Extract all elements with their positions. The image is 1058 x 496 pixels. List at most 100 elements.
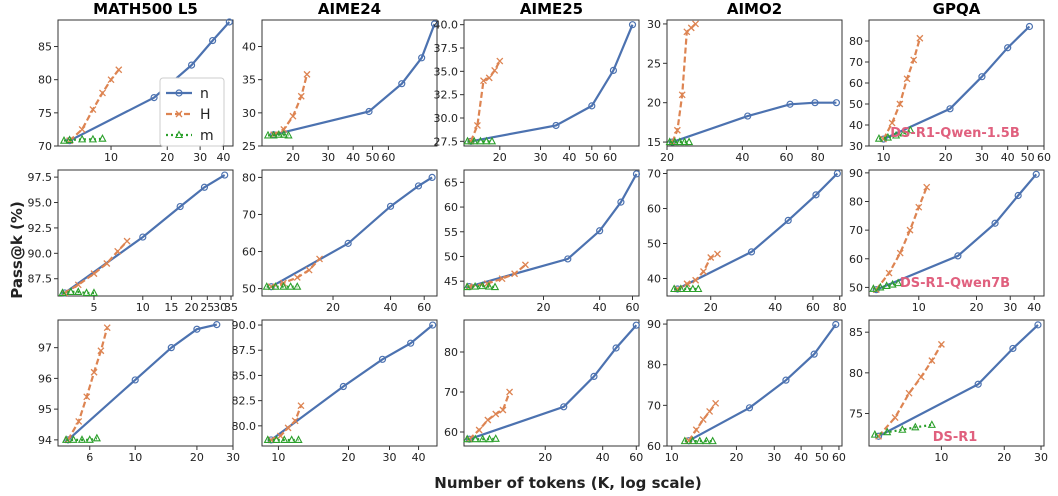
x-tick-label: 40 [216, 151, 230, 164]
x-tick-label: 60 [779, 151, 793, 164]
data-point-H [692, 20, 699, 28]
x-tick-label: 80 [833, 301, 847, 314]
y-tick-label: 90 [647, 318, 661, 331]
data-point-n [378, 355, 387, 363]
series-line-n [270, 176, 433, 288]
data-point-n [812, 191, 820, 199]
x-tick-label: 30 [1003, 301, 1017, 314]
x-tick-label: 10 [104, 151, 118, 164]
data-point-n [745, 404, 754, 412]
x-tick-label: 20 [286, 151, 300, 164]
data-point-n [747, 248, 756, 256]
data-point-H [114, 247, 122, 255]
data-point-m [676, 284, 685, 293]
y-tick-label: 27.5 [434, 135, 459, 148]
data-point-H [280, 125, 288, 133]
y-tick-label: 80 [647, 359, 661, 372]
data-point-H [276, 432, 284, 440]
data-point-H [123, 237, 131, 245]
y-tick-label: 60 [647, 440, 661, 453]
series-line-H [67, 327, 109, 441]
data-point-m [92, 433, 101, 442]
legend-marker-n [175, 89, 183, 97]
data-point-m [286, 282, 295, 290]
x-tick-label: 20 [538, 451, 552, 464]
x-tick-label: 20 [997, 451, 1011, 464]
y-tick-label: 85 [849, 326, 863, 339]
y-tick-label: 60 [242, 246, 256, 259]
y-tick-label: 30 [242, 107, 256, 120]
plot-frame [57, 319, 234, 447]
data-point-m [694, 284, 703, 293]
data-point-H [316, 255, 323, 263]
y-tick-label: 85.0 [232, 369, 257, 382]
x-tick-label: 30 [534, 151, 548, 164]
data-point-m [85, 435, 94, 443]
data-point-n [552, 121, 560, 130]
plot-frame [463, 19, 640, 147]
y-tick-label: 40.0 [434, 19, 459, 32]
y-tick-label: 92.5 [28, 222, 53, 235]
x-tick-label: 20 [729, 451, 743, 464]
legend-label: H [200, 107, 211, 123]
data-point-H [699, 416, 707, 424]
data-point-n [588, 102, 596, 110]
data-point-m [463, 282, 472, 291]
y-tick-label: 75 [849, 407, 863, 420]
data-point-H [484, 416, 492, 424]
y-tick-label: 40 [242, 41, 256, 54]
x-tick-label: 60 [806, 301, 820, 314]
subplot: 80.0 82.5 85.0 87.5 90.0 10 20 30 40 [232, 319, 438, 464]
data-point-H [692, 426, 700, 434]
data-point-m [470, 281, 480, 290]
y-tick-label: 70 [647, 168, 661, 181]
series-line-n [270, 324, 434, 441]
x-tick-label: 40 [596, 451, 610, 464]
y-tick-label: 35.0 [434, 65, 459, 78]
series-line-n [468, 173, 638, 288]
data-point-H [297, 402, 305, 410]
y-tick-label: 90.0 [232, 319, 257, 332]
data-point-n [339, 382, 347, 391]
y-tick-label: 70 [849, 56, 863, 69]
y-tick-label: 32.5 [434, 89, 459, 102]
data-point-n [187, 61, 196, 69]
legend-label: n [200, 86, 209, 102]
plot-frame [666, 169, 843, 297]
x-tick-label: 40 [384, 301, 398, 314]
data-point-n [874, 432, 883, 440]
data-point-n [974, 380, 982, 388]
data-point-n [1009, 344, 1017, 353]
data-point-H [905, 389, 913, 397]
y-tick-label: 97.5 [28, 171, 53, 184]
data-point-H [499, 406, 507, 414]
data-point-n [428, 173, 436, 182]
y-tick-label: 15 [647, 136, 661, 149]
x-tick-label: 40 [346, 151, 360, 164]
y-tick-label: 25 [647, 57, 661, 70]
data-point-H [906, 226, 914, 234]
data-point-n [365, 107, 373, 116]
x-tick-label: 40 [593, 301, 607, 314]
column-title: AIME24 [318, 0, 381, 18]
data-point-m [870, 429, 879, 438]
data-point-H [928, 357, 936, 365]
data-point-m [891, 130, 901, 139]
y-tick-label: 70 [849, 224, 863, 237]
plot-frame [463, 319, 640, 447]
data-point-H [284, 424, 292, 432]
data-point-n [167, 344, 175, 352]
data-point-n [833, 169, 841, 178]
data-point-n [1034, 321, 1042, 329]
y-tick-label: 30.0 [434, 112, 459, 125]
data-point-H [480, 77, 487, 85]
y-tick-label: 40 [849, 119, 863, 132]
series-line-n [67, 323, 218, 441]
data-point-m [482, 136, 491, 145]
x-tick-label: 30 [213, 301, 227, 314]
subplot: 70 75 80 85 10 20 30 40 [38, 18, 234, 164]
y-tick-label: 70 [242, 208, 256, 221]
plot-frame [261, 319, 438, 447]
y-tick-label: 87.5 [232, 344, 257, 357]
data-point-n [418, 54, 426, 62]
